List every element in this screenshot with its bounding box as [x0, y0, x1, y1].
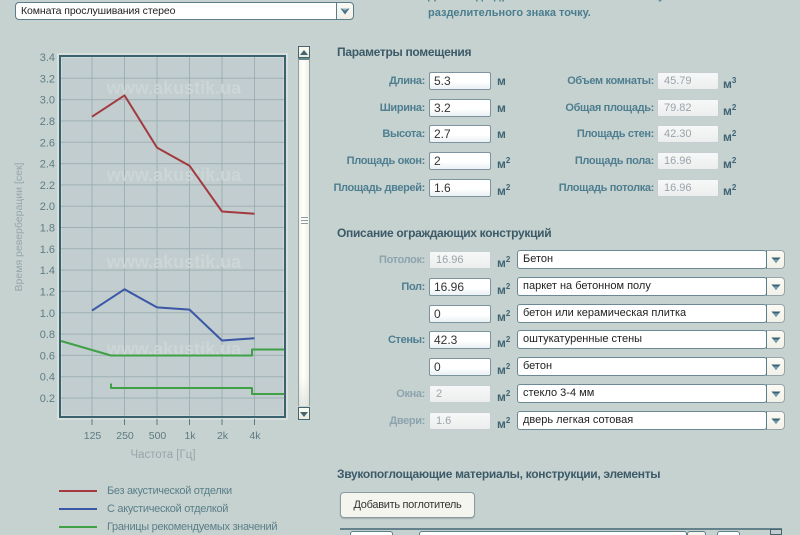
svg-text:www.akustik.ua: www.akustik.ua	[106, 252, 242, 272]
svg-text:1.2: 1.2	[40, 286, 55, 298]
svg-text:www.akustik.ua: www.akustik.ua	[106, 165, 242, 185]
svg-text:1.8: 1.8	[40, 223, 55, 235]
svg-text:125: 125	[84, 430, 102, 442]
svg-text:2.4: 2.4	[40, 159, 55, 171]
svg-text:500: 500	[149, 430, 167, 442]
svg-text:1k: 1k	[184, 430, 196, 442]
svg-text:Время реверберации [сек]: Время реверберации [сек]	[13, 162, 25, 291]
svg-text:250: 250	[116, 430, 134, 442]
svg-text:1.0: 1.0	[40, 308, 55, 320]
svg-text:2.0: 2.0	[40, 201, 55, 213]
svg-text:4k: 4k	[249, 430, 261, 442]
svg-text:3.2: 3.2	[40, 73, 55, 85]
svg-text:0.4: 0.4	[40, 372, 55, 384]
svg-text:3.4: 3.4	[40, 52, 55, 64]
svg-text:3.0: 3.0	[40, 95, 55, 107]
svg-text:2.8: 2.8	[40, 116, 55, 128]
svg-text:2.6: 2.6	[40, 137, 55, 149]
svg-text:1.6: 1.6	[40, 244, 55, 256]
svg-text:www.akustik.ua: www.akustik.ua	[106, 78, 242, 98]
svg-text:www.akustik.ua: www.akustik.ua	[106, 339, 242, 359]
svg-text:2k: 2k	[217, 430, 229, 442]
svg-text:Частота [Гц]: Частота [Гц]	[130, 449, 195, 461]
svg-text:0.8: 0.8	[40, 329, 55, 341]
svg-text:2.2: 2.2	[40, 180, 55, 192]
svg-text:1.4: 1.4	[40, 265, 55, 277]
svg-text:0.2: 0.2	[40, 393, 55, 405]
svg-text:0.6: 0.6	[40, 350, 55, 362]
